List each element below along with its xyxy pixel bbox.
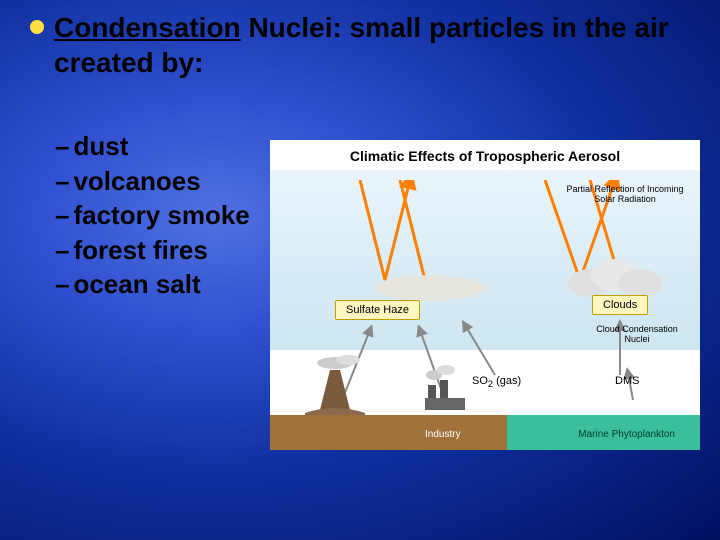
list-item: –volcanoes <box>55 165 265 198</box>
dms-label: DMS <box>615 375 639 387</box>
clouds-box: Clouds <box>592 295 648 315</box>
header-term: Condensation <box>54 12 241 43</box>
slide-header: Condensation Nuclei: small particles in … <box>0 0 720 80</box>
volcano-icon <box>300 355 370 415</box>
list-item: –factory smoke <box>55 199 265 232</box>
cloud-icon <box>560 255 670 300</box>
content-area: –dust –volcanoes –factory smoke –forest … <box>0 80 720 450</box>
factory-icon <box>420 360 480 415</box>
diagram-title: Climatic Effects of Tropospheric Aerosol <box>270 148 700 164</box>
ccn-label: Cloud Condensation Nuclei <box>592 325 682 345</box>
header-term2: Nuclei: <box>248 12 341 43</box>
list-item: –ocean salt <box>55 268 265 301</box>
reflection-label: Partial Reflection of Incoming Solar Rad… <box>565 185 685 205</box>
land-region <box>270 415 507 450</box>
bullet-list: –dust –volcanoes –factory smoke –forest … <box>55 130 265 450</box>
header-text: Condensation Nuclei: small particles in … <box>54 10 690 80</box>
list-item: –dust <box>55 130 265 163</box>
list-item: –forest fires <box>55 234 265 267</box>
aerosol-diagram: Climatic Effects of Tropospheric Aerosol… <box>270 140 700 450</box>
industry-label: Industry <box>425 429 461 440</box>
diagram-container: Climatic Effects of Tropospheric Aerosol… <box>265 130 700 450</box>
marine-label: Marine Phytoplankton <box>578 429 675 440</box>
bullet-icon <box>30 20 44 34</box>
